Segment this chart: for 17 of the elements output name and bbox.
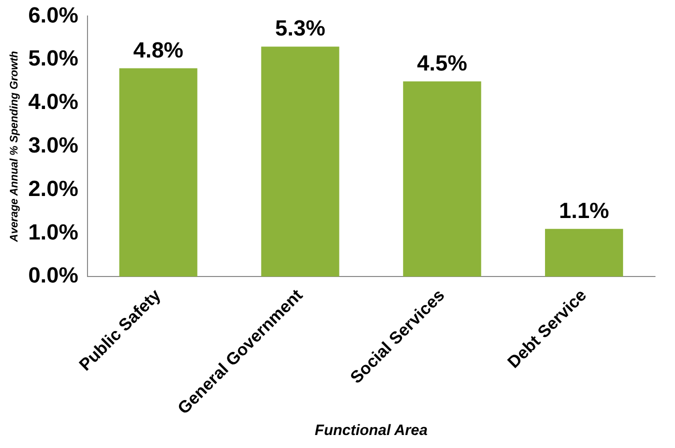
bar	[545, 228, 624, 277]
y-tick-label: 3.0%	[28, 132, 78, 158]
y-tick-label: 2.0%	[28, 176, 78, 201]
y-tick-label: 4.0%	[28, 89, 78, 114]
data-label: 4.5%	[417, 50, 468, 76]
y-tick-label: 6.0%	[28, 2, 78, 28]
data-label: 5.3%	[275, 16, 326, 41]
y-tick-label: 5.0%	[28, 46, 78, 71]
bar	[403, 81, 482, 277]
data-label: 1.1%	[558, 198, 610, 223]
y-axis-title: Average Annual % Spending Growth	[8, 50, 21, 243]
x-axis-title: Functional Area	[314, 422, 428, 440]
bar	[119, 68, 198, 277]
data-label: 4.8%	[133, 37, 184, 62]
y-tick-label: 0.0%	[28, 262, 78, 288]
bar	[261, 46, 340, 277]
y-tick-label: 1.0%	[28, 219, 78, 244]
